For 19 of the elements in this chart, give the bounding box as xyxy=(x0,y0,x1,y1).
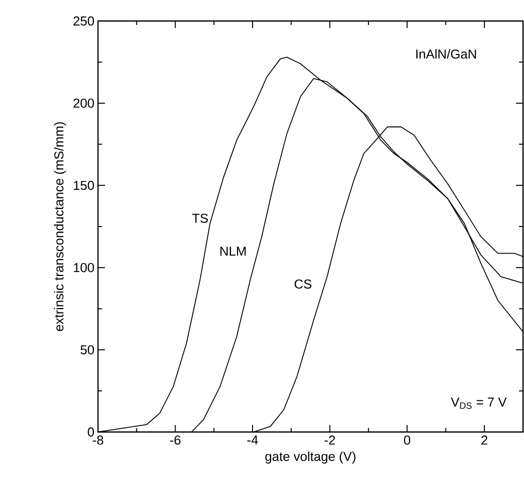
y-tick-label: 250 xyxy=(74,16,94,26)
y-tick-label: 150 xyxy=(74,180,94,190)
y-axis-title: extrinsic transconductance (mS/mm) xyxy=(54,122,66,332)
x-tick-label: -4 xyxy=(247,436,258,444)
y-tick-label: 0 xyxy=(88,427,94,437)
x-tick-label: -2 xyxy=(324,436,335,445)
x-axis-title: gate voltage (V) xyxy=(265,452,356,464)
annotation: InAlN/GaN xyxy=(416,49,476,59)
annotation: V$_{DS}$ = 7 V xyxy=(450,398,507,409)
x-tick-label: 0 xyxy=(404,436,410,445)
y-tick-label: 50 xyxy=(80,345,94,354)
series-label: TS xyxy=(192,214,208,223)
x-tick-label: -8 xyxy=(92,436,104,445)
y-tick-label: 200 xyxy=(74,98,94,108)
y-tick-label: 100 xyxy=(74,263,94,272)
x-tick-label: -6 xyxy=(170,436,180,445)
series-label: NLM xyxy=(220,246,246,256)
series-label: CS xyxy=(294,279,312,289)
x-tick-label: 2 xyxy=(481,436,488,445)
